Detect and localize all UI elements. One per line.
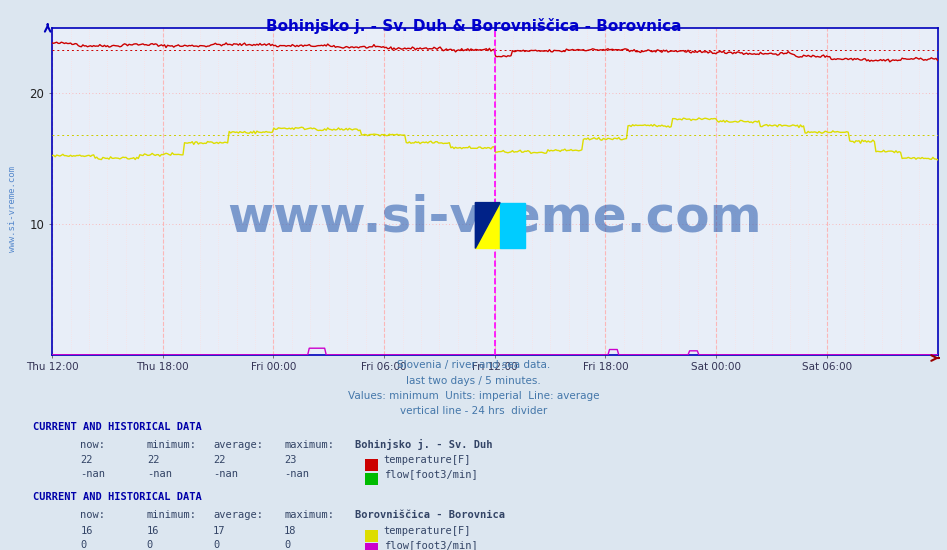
Text: -nan: -nan bbox=[147, 469, 171, 480]
Text: 16: 16 bbox=[80, 525, 93, 536]
Text: www.si-vreme.com: www.si-vreme.com bbox=[227, 193, 762, 241]
Text: -nan: -nan bbox=[80, 469, 105, 480]
Text: temperature[F]: temperature[F] bbox=[384, 455, 471, 465]
Text: last two days / 5 minutes.: last two days / 5 minutes. bbox=[406, 376, 541, 386]
Polygon shape bbox=[500, 202, 525, 249]
Polygon shape bbox=[475, 202, 500, 249]
Text: average:: average: bbox=[213, 510, 263, 520]
Text: maximum:: maximum: bbox=[284, 439, 334, 450]
Text: maximum:: maximum: bbox=[284, 510, 334, 520]
Text: Values: minimum  Units: imperial  Line: average: Values: minimum Units: imperial Line: av… bbox=[348, 391, 599, 401]
Text: flow[foot3/min]: flow[foot3/min] bbox=[384, 469, 477, 480]
Text: -nan: -nan bbox=[213, 469, 238, 480]
Text: -nan: -nan bbox=[284, 469, 309, 480]
Text: 0: 0 bbox=[147, 540, 153, 550]
Text: 22: 22 bbox=[147, 455, 159, 465]
Text: 22: 22 bbox=[213, 455, 225, 465]
Text: now:: now: bbox=[80, 439, 105, 450]
Text: average:: average: bbox=[213, 439, 263, 450]
Text: flow[foot3/min]: flow[foot3/min] bbox=[384, 540, 477, 550]
Text: 16: 16 bbox=[147, 525, 159, 536]
Text: www.si-vreme.com: www.si-vreme.com bbox=[8, 166, 17, 252]
Polygon shape bbox=[475, 202, 500, 249]
Text: 18: 18 bbox=[284, 525, 296, 536]
Text: now:: now: bbox=[80, 510, 105, 520]
Text: Slovenia / river and sea data.: Slovenia / river and sea data. bbox=[397, 360, 550, 370]
Text: temperature[F]: temperature[F] bbox=[384, 525, 471, 536]
Text: 0: 0 bbox=[284, 540, 291, 550]
Text: Bohinjsko j. - Sv. Duh: Bohinjsko j. - Sv. Duh bbox=[355, 439, 492, 450]
Text: 0: 0 bbox=[213, 540, 220, 550]
Text: 0: 0 bbox=[80, 540, 87, 550]
Text: 23: 23 bbox=[284, 455, 296, 465]
Text: minimum:: minimum: bbox=[147, 439, 197, 450]
Text: 22: 22 bbox=[80, 455, 93, 465]
Text: CURRENT AND HISTORICAL DATA: CURRENT AND HISTORICAL DATA bbox=[33, 422, 202, 432]
Text: Bohinjsko j. - Sv. Duh & Borovniščica - Borovnica: Bohinjsko j. - Sv. Duh & Borovniščica - … bbox=[266, 18, 681, 34]
Text: 17: 17 bbox=[213, 525, 225, 536]
Text: minimum:: minimum: bbox=[147, 510, 197, 520]
Text: Borovniščica - Borovnica: Borovniščica - Borovnica bbox=[355, 510, 505, 520]
Text: CURRENT AND HISTORICAL DATA: CURRENT AND HISTORICAL DATA bbox=[33, 492, 202, 503]
Text: vertical line - 24 hrs  divider: vertical line - 24 hrs divider bbox=[400, 406, 547, 416]
